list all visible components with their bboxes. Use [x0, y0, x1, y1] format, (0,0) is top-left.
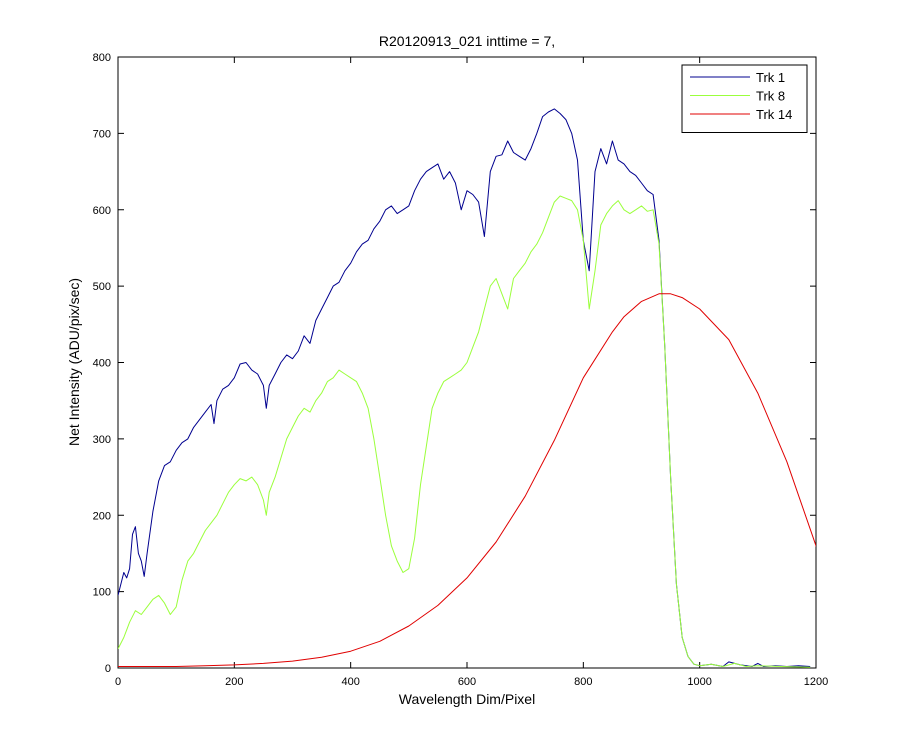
x-tick-label: 1200	[804, 676, 828, 688]
legend-label: Trk 14	[756, 107, 792, 122]
series-layer	[118, 108, 816, 668]
legend: Trk 1 Trk 8 Trk 14	[681, 64, 808, 133]
x-tick-label: 400	[341, 676, 359, 688]
axis-ticks: 0 200 400 600 800 1000 1200 0 100 200 300 400 500 600…	[93, 52, 829, 688]
y-tick-label: 500	[93, 281, 111, 293]
legend-box	[681, 64, 808, 133]
legend-label: Trk 1	[756, 70, 785, 85]
x-tick-label: 600	[458, 676, 476, 688]
y-tick-label: 0	[105, 663, 111, 675]
y-tick-label: 300	[93, 434, 111, 446]
y-tick-label: 400	[93, 358, 111, 370]
y-tick-label: 200	[93, 510, 111, 522]
series-line-3	[118, 293, 816, 667]
x-tick-label: 1000	[687, 676, 711, 688]
series-line-2	[118, 195, 811, 668]
legend-label: Trk 8	[756, 89, 785, 104]
x-tick-label: 200	[225, 676, 243, 688]
y-tick-label: 700	[93, 128, 111, 140]
y-tick-label: 600	[93, 205, 111, 217]
y-tick-label: 100	[93, 587, 111, 599]
y-axis-label: Net Intensity (ADU/pix/sec)	[66, 278, 82, 446]
x-axis-label: Wavelength Dim/Pixel	[399, 691, 535, 707]
series-line-1	[118, 108, 811, 667]
chart-title: R20120913_021 inttime = 7,	[379, 33, 555, 49]
x-tick-label: 800	[574, 676, 592, 688]
x-tick-label: 0	[115, 676, 121, 688]
y-tick-label: 800	[93, 52, 111, 64]
